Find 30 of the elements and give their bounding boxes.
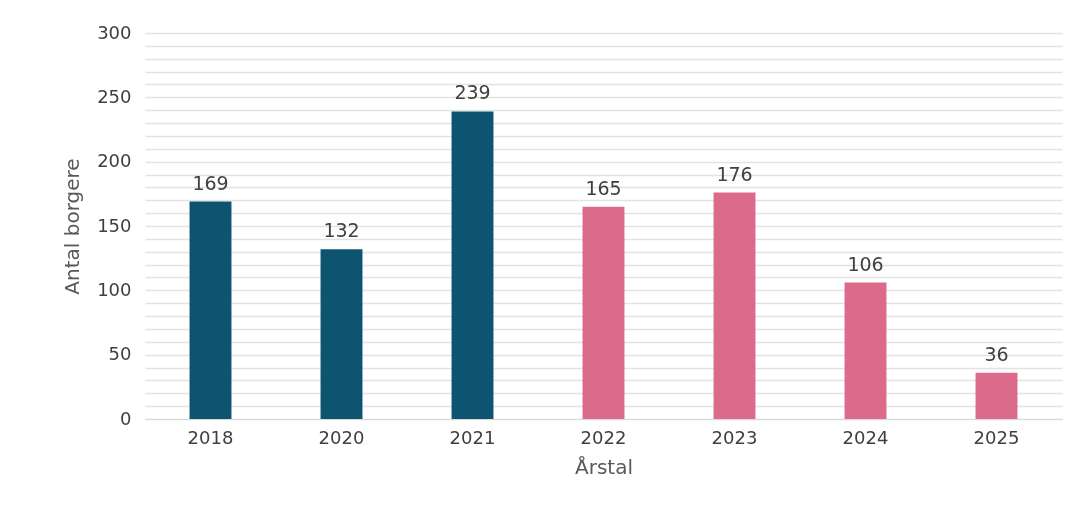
y-tick-label: 50	[108, 343, 132, 365]
x-tick-label: 2021	[449, 426, 496, 448]
bar	[320, 249, 363, 419]
bar	[451, 111, 494, 419]
y-tick-label: 150	[97, 214, 132, 236]
data-label: 106	[847, 252, 884, 275]
x-tick-label: 2025	[973, 426, 1020, 448]
data-label: 176	[716, 162, 753, 185]
bar	[975, 372, 1018, 419]
y-tick-label: 250	[97, 85, 132, 107]
x-tick-label: 2018	[187, 426, 234, 448]
x-tick-label: 2022	[580, 426, 627, 448]
bar	[713, 192, 756, 419]
x-tick-label: 2024	[842, 426, 889, 448]
x-tick-label: 2023	[711, 426, 758, 448]
bar	[189, 201, 232, 419]
y-tick-label: 0	[120, 407, 132, 429]
bar	[844, 282, 887, 419]
y-tick-label: 300	[97, 21, 132, 43]
data-label: 36	[984, 342, 1009, 365]
data-label: 132	[323, 219, 360, 242]
bar	[582, 206, 625, 419]
x-tick-label: 2020	[318, 426, 365, 448]
x-axis-title: Årstal	[575, 454, 633, 479]
data-label: 165	[585, 176, 622, 199]
y-tick-label: 100	[97, 278, 132, 300]
y-tick-label: 200	[97, 150, 132, 172]
y-axis-title: Antal borgere	[60, 158, 85, 295]
data-label: 169	[192, 171, 229, 194]
data-label: 239	[454, 81, 491, 104]
